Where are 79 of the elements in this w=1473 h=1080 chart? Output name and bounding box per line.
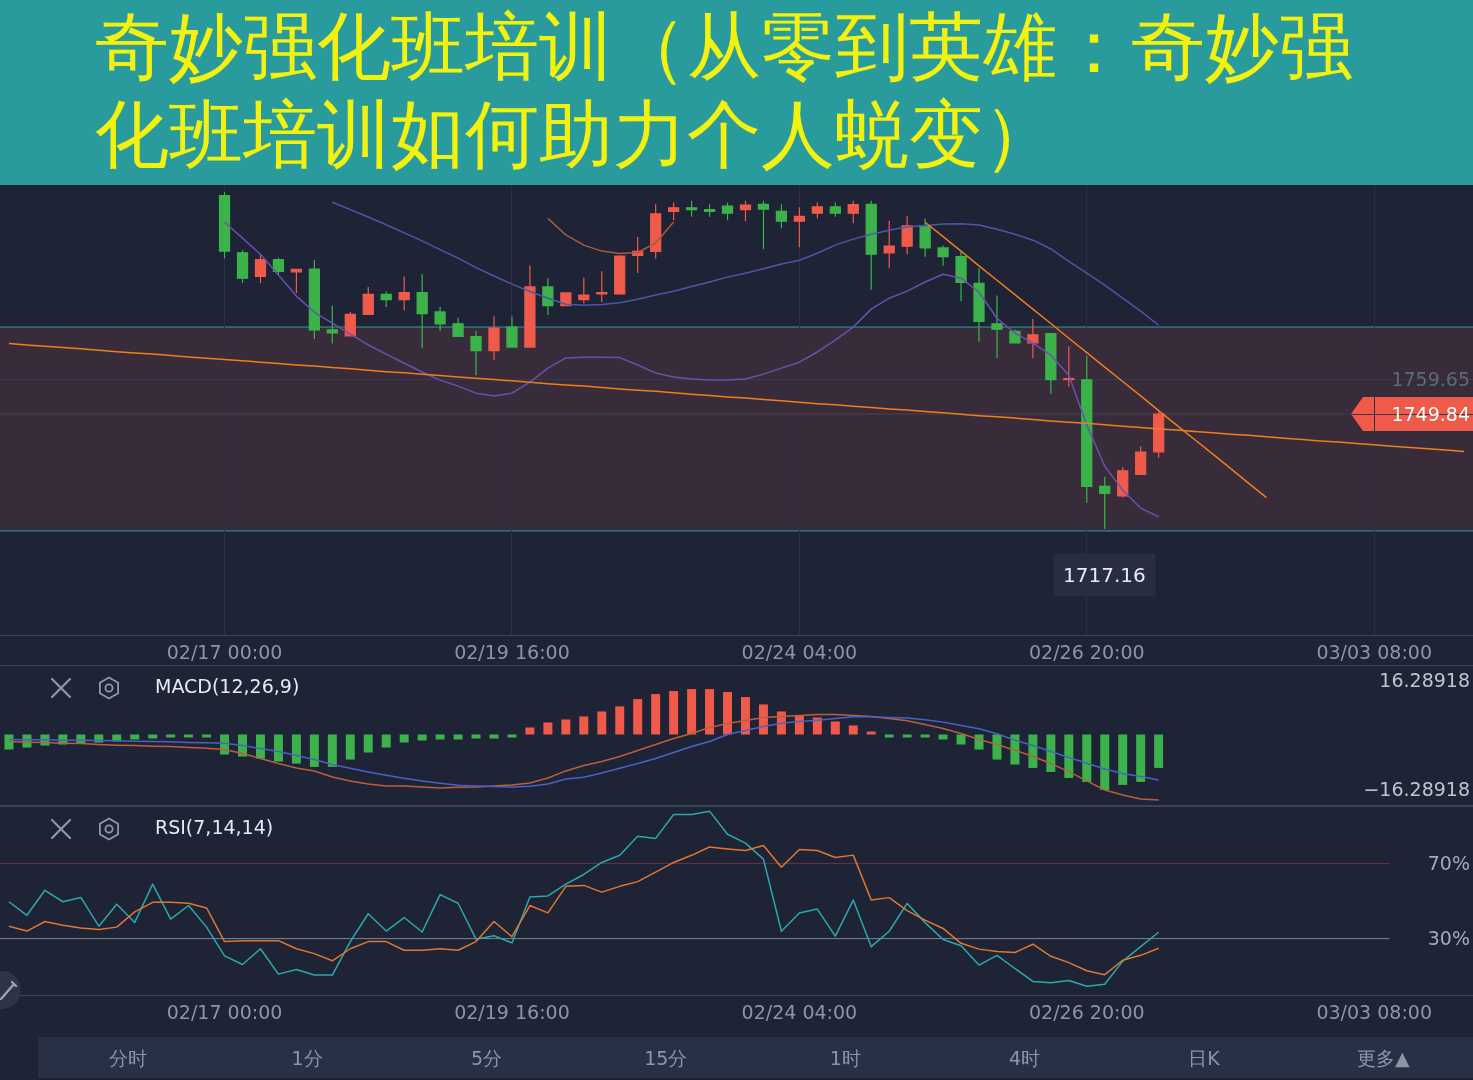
candlestick	[919, 217, 931, 258]
candlestick	[757, 200, 770, 250]
candlestick	[596, 270, 608, 303]
text: 15分	[644, 1046, 688, 1069]
candlestick	[524, 264, 536, 349]
candlestick	[793, 206, 805, 248]
text: 分时	[108, 1046, 147, 1069]
candlestick	[1099, 476, 1111, 530]
candlestick	[578, 277, 590, 304]
y-tick-label: 1759.65	[1391, 368, 1470, 391]
candlestick	[901, 215, 913, 255]
candlestick	[254, 253, 267, 284]
candlestick	[1153, 409, 1165, 459]
candlestick	[308, 259, 320, 340]
x-tick-label: 02/24 04:00	[741, 1000, 858, 1023]
candlestick	[829, 201, 841, 218]
candlestick	[991, 294, 1003, 359]
candlestick	[703, 203, 716, 218]
candlestick	[218, 191, 231, 259]
line-series	[8, 810, 1160, 987]
text: 更多▲	[1357, 1046, 1410, 1069]
candlestick	[470, 330, 482, 376]
bar	[4, 734, 14, 750]
candlestick	[1063, 345, 1075, 388]
candlestick	[739, 200, 752, 222]
x-tick-label: 02/17 00:00	[166, 640, 283, 663]
candlestick	[1135, 445, 1147, 476]
text: 日K	[1188, 1046, 1220, 1069]
x-tick-label: 02/26 20:00	[1029, 640, 1145, 663]
x-tick-label: 02/24 04:00	[741, 640, 858, 663]
candlestick	[416, 273, 428, 349]
candlestick	[668, 201, 680, 221]
line-series	[223, 221, 1160, 518]
candlestick	[811, 201, 823, 219]
line-series	[547, 217, 675, 255]
x-tick-label: 02/26 20:00	[1029, 1000, 1145, 1023]
candlestick	[326, 304, 338, 345]
x-tick-label: 03/03 08:00	[1316, 1000, 1432, 1023]
y-tick-label: 30%	[1427, 927, 1470, 950]
chart-title: 奇妙强化班培训（从零到英雄：奇妙强化班培训如何助力个人蜕变）	[95, 2, 1354, 178]
text: 1分	[291, 1046, 323, 1069]
candlestick	[434, 306, 446, 332]
candlestick	[506, 315, 518, 349]
x-tick-label: 03/03 08:00	[1316, 640, 1432, 663]
x-tick-label: 02/19 16:00	[454, 640, 570, 663]
candlestick	[883, 220, 895, 269]
candlestick	[847, 200, 859, 224]
y-tick-label: 70%	[1427, 852, 1470, 875]
bar	[130, 734, 140, 740]
candlestick	[542, 277, 554, 316]
candlestick	[488, 315, 500, 361]
candlestick	[290, 268, 303, 294]
candlestick	[236, 249, 249, 284]
bar	[148, 734, 158, 739]
candlestick	[650, 203, 662, 260]
text: 4时	[1009, 1046, 1041, 1069]
candlestick	[955, 251, 967, 302]
annotation: 1717.16	[1063, 563, 1146, 587]
candlestick	[452, 316, 464, 338]
text: 1时	[829, 1046, 861, 1069]
candlestick	[614, 254, 626, 296]
line-series	[331, 201, 1160, 327]
candlestick	[632, 236, 644, 274]
candlestick	[1045, 332, 1057, 395]
candlestick	[865, 200, 877, 291]
line-series	[8, 844, 1160, 976]
text: RSI(7,14,14)	[155, 815, 274, 839]
candlestick	[1081, 355, 1093, 504]
candlestick	[398, 275, 410, 312]
x-tick-label: 02/19 16:00	[454, 1000, 570, 1023]
candlestick	[721, 201, 734, 221]
x-tick-label: 02/17 00:00	[166, 1000, 283, 1023]
candlestick	[362, 286, 374, 316]
text: 5分	[470, 1046, 502, 1069]
candlestick	[973, 267, 985, 343]
candlestick	[685, 200, 698, 218]
candlestick	[1027, 318, 1039, 359]
candlestick	[937, 244, 949, 267]
candlestick	[775, 203, 788, 229]
